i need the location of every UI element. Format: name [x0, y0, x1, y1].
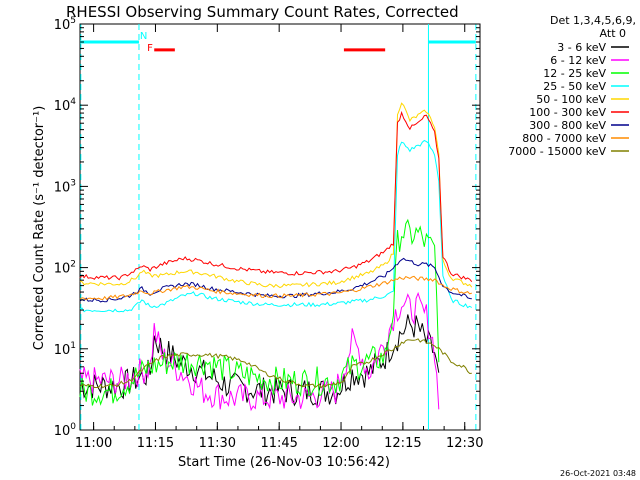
y-tick-label-1: 100 [54, 422, 77, 439]
legend-label-5: 50 - 100 keV [536, 93, 606, 106]
x-tick-label-7: 12:30 [446, 436, 483, 451]
plot-area: NF [79, 23, 481, 431]
series-line-8 [79, 275, 472, 301]
x-tick-label-3: 11:30 [199, 436, 236, 451]
series-line-2 [79, 291, 440, 412]
y-tick-label-4: 103 [54, 178, 76, 195]
x-axis-label: Start Time (26-Nov-03 10:56:42) [178, 455, 390, 470]
plot-frame [79, 23, 481, 431]
footer-timestamp: 26-Oct-2021 03:48 [560, 469, 636, 478]
x-tick-label-4: 11:45 [260, 436, 297, 451]
y-axis-label: Corrected Count Rate (s⁻¹ detector⁻¹) [32, 106, 47, 351]
legend-header-line-1: Det 1,3,4,5,6,9, [550, 14, 636, 27]
series-line-7 [79, 257, 472, 303]
legend-label-9: 7000 - 15000 keV [508, 145, 606, 158]
legend-label-6: 100 - 300 keV [529, 106, 606, 119]
y-axis: 100 101 102 103 104 105 [54, 16, 480, 439]
legend-header-line-2: Att 0 [600, 27, 626, 40]
series-line-9 [79, 338, 472, 389]
y-tick-label-3: 102 [54, 260, 76, 277]
legend-label-8: 800 - 7000 keV [522, 132, 606, 145]
legend-label-7: 300 - 800 keV [529, 119, 606, 132]
legend-label-1: 3 - 6 keV [557, 41, 606, 54]
series-line-5 [79, 102, 473, 289]
x-tick-label-1: 11:00 [75, 436, 112, 451]
attenuator-marker-n: N [140, 31, 147, 42]
series-line-4 [79, 139, 473, 313]
y-tick-label-2: 101 [54, 341, 76, 358]
x-axis: 11:00 11:15 11:30 11:45 12:00 12:15 12:30 [75, 24, 483, 451]
attenuator-marker-f: F [147, 43, 153, 54]
x-tick-label-5: 12:00 [322, 436, 359, 451]
series-line-6 [79, 110, 473, 283]
series-line-3 [79, 218, 440, 406]
chart-title: RHESSI Observing Summary Count Rates, Co… [66, 3, 459, 21]
legend-label-4: 25 - 50 keV [543, 80, 606, 93]
y-tick-label-6: 105 [54, 16, 76, 33]
series-line-1 [79, 314, 440, 407]
x-tick-label-6: 12:15 [384, 436, 421, 451]
x-tick-label-2: 11:15 [137, 436, 174, 451]
y-tick-label-5: 104 [54, 97, 77, 114]
legend-label-2: 6 - 12 keV [550, 54, 606, 67]
legend-label-3: 12 - 25 keV [543, 67, 606, 80]
